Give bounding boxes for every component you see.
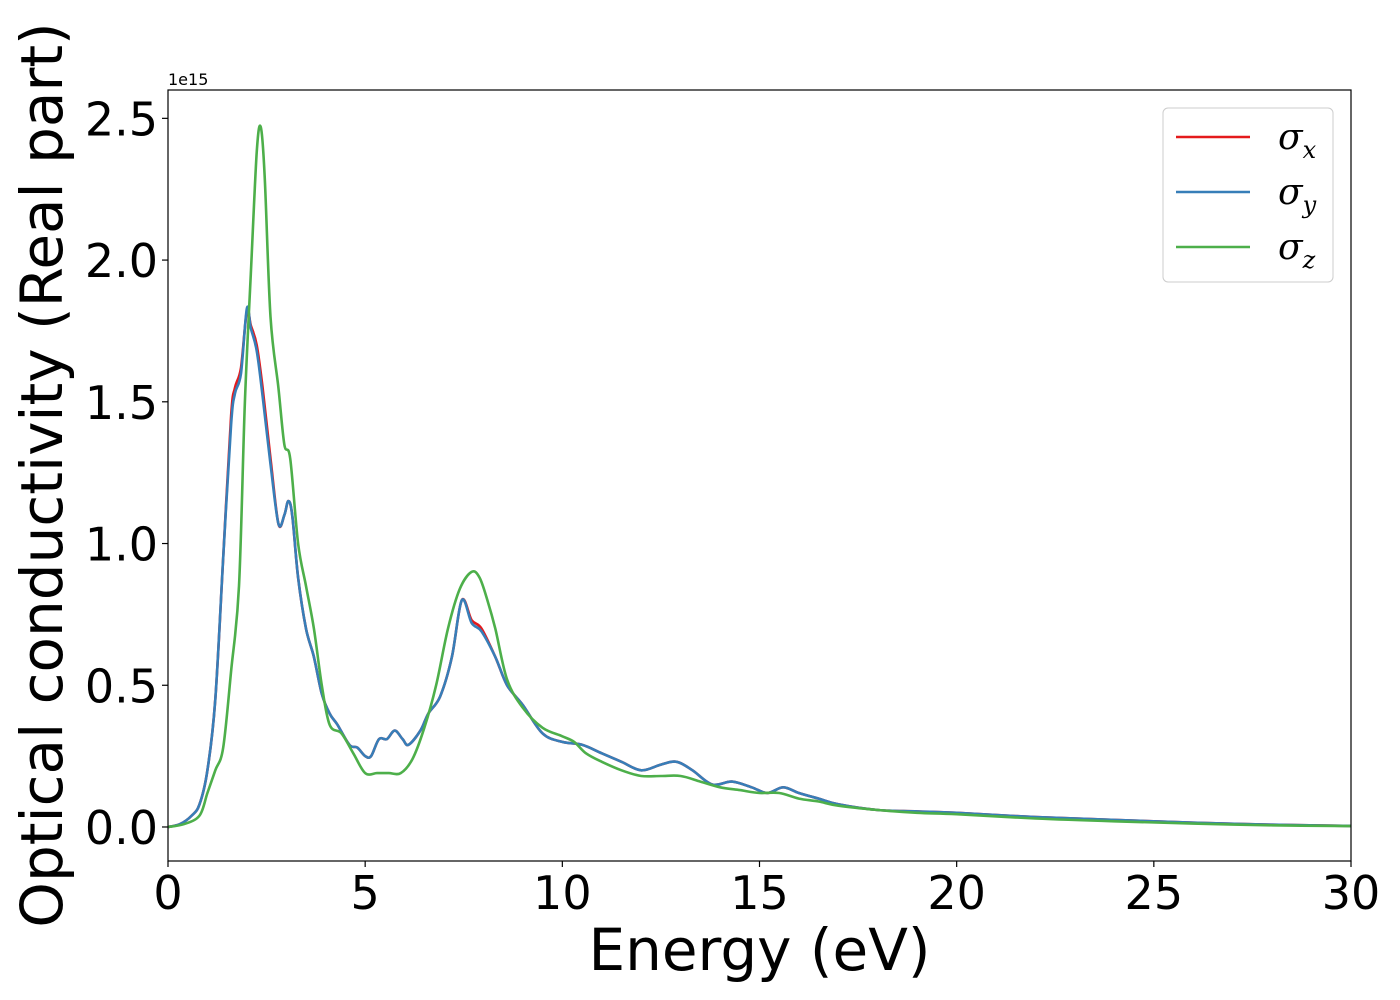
y-tick-label: 0.0 [85, 801, 158, 855]
legend-box [1162, 107, 1334, 283]
x-axis-title: Energy (eV) [588, 916, 930, 984]
y-tick-label: 1.0 [85, 518, 158, 572]
y-axis-ticks: 0.0 0.5 1.0 1.5 2.0 2.5 [85, 92, 168, 855]
series-lines [167, 124, 1352, 829]
y-tick-label: 2.0 [85, 234, 158, 288]
y-axis-title: Optical conductivity (Real part) [8, 22, 76, 927]
series-line-z [167, 124, 1352, 829]
x-tick-label: 30 [1322, 866, 1381, 920]
y-tick-label: 2.5 [85, 92, 158, 146]
x-tick-label: 15 [730, 866, 789, 920]
x-tick-label: 10 [533, 866, 592, 920]
x-tick-label: 0 [153, 866, 182, 920]
x-axis-ticks: 0 5 10 15 20 25 30 [153, 861, 1380, 920]
y-tick-label: 0.5 [85, 659, 158, 713]
x-tick-label: 5 [351, 866, 380, 920]
y-offset-label: 1e15 [168, 70, 208, 89]
x-tick-label: 20 [927, 866, 986, 920]
y-tick-label: 1.5 [85, 376, 158, 430]
x-tick-label: 25 [1125, 866, 1184, 920]
